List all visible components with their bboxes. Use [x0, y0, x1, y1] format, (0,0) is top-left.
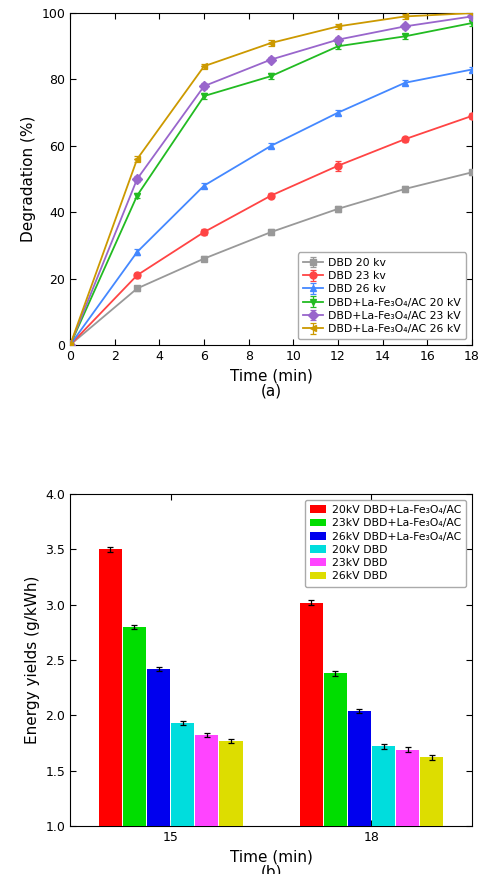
Y-axis label: Degradation (%): Degradation (%): [21, 115, 36, 242]
Bar: [348, 711, 371, 826]
Bar: [324, 673, 347, 826]
Bar: [195, 735, 218, 826]
Bar: [147, 669, 170, 826]
Bar: [372, 746, 395, 826]
Bar: [219, 741, 242, 826]
Bar: [396, 750, 419, 826]
Y-axis label: Energy yields (g/kWh): Energy yields (g/kWh): [25, 576, 40, 745]
Text: (b): (b): [260, 864, 282, 874]
Legend: 20kV DBD+La-Fe₃O₄/AC, 23kV DBD+La-Fe₃O₄/AC, 26kV DBD+La-Fe₃O₄/AC, 20kV DBD, 23kV: 20kV DBD+La-Fe₃O₄/AC, 23kV DBD+La-Fe₃O₄/…: [304, 500, 467, 586]
Bar: [171, 723, 195, 826]
X-axis label: Time (min): Time (min): [229, 368, 313, 384]
X-axis label: Time (min): Time (min): [229, 850, 313, 864]
Text: (a): (a): [260, 383, 282, 398]
Bar: [420, 758, 443, 826]
Legend: DBD 20 kv, DBD 23 kv, DBD 26 kv, DBD+La-Fe₃O₄/AC 20 kV, DBD+La-Fe₃O₄/AC 23 kV, D: DBD 20 kv, DBD 23 kv, DBD 26 kv, DBD+La-…: [298, 253, 467, 339]
Bar: [123, 627, 146, 826]
Bar: [300, 602, 323, 826]
Bar: [99, 550, 122, 826]
